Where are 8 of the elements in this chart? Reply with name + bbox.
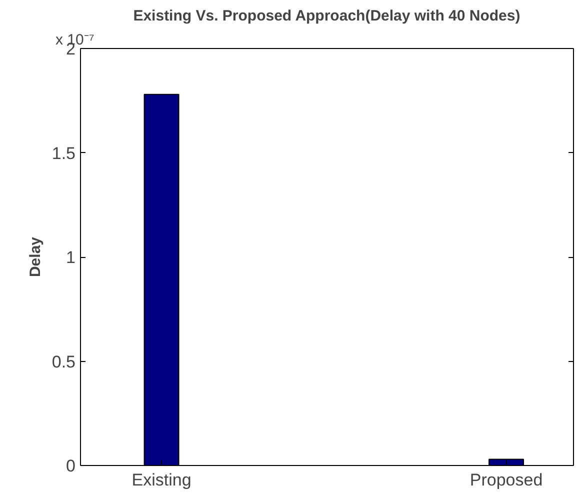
y-tick-label: 0.5 [52,352,76,372]
y-tick-label: 1 [66,248,76,267]
y-tick-label: 1.5 [52,144,76,163]
chart-title: Existing Vs. Proposed Approach(Delay with 40 Nodes) [133,8,520,24]
y-axis-title: Delay [26,236,44,278]
x-tick-label: Proposed [470,470,543,490]
x-tick-label: Existing [132,470,192,490]
y-tick-label: 0 [66,456,76,476]
